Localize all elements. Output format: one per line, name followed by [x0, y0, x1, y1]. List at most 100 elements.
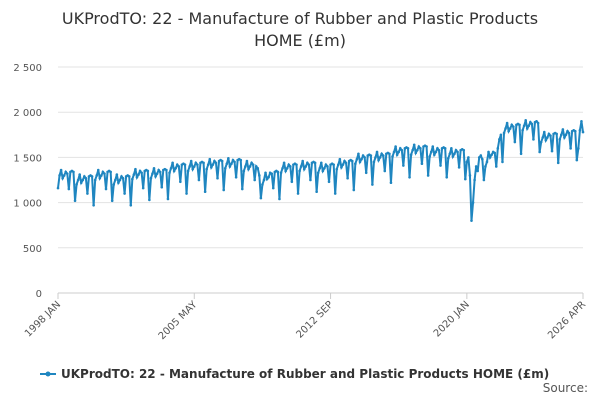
point	[148, 198, 151, 202]
point	[72, 170, 75, 174]
point	[155, 172, 159, 175]
point	[457, 166, 461, 169]
point	[318, 166, 322, 170]
point	[409, 153, 413, 156]
point	[364, 171, 368, 175]
point	[223, 166, 227, 170]
series-line	[57, 119, 584, 221]
point	[535, 119, 538, 123]
point	[56, 186, 60, 190]
point	[439, 164, 442, 167]
point	[487, 150, 490, 154]
point	[344, 161, 348, 165]
point	[101, 170, 105, 174]
x-tick-label: 1998 JAN	[23, 299, 63, 339]
point	[530, 122, 534, 126]
point	[481, 157, 484, 161]
point	[270, 172, 274, 175]
point	[445, 175, 449, 179]
point	[137, 173, 140, 176]
point	[456, 150, 459, 154]
point	[402, 164, 405, 167]
point	[476, 169, 479, 173]
point	[560, 133, 563, 137]
point	[542, 130, 546, 134]
point	[415, 148, 419, 152]
point	[380, 152, 383, 156]
point	[168, 171, 171, 175]
point	[244, 165, 247, 168]
point	[202, 161, 205, 165]
point	[175, 163, 179, 166]
point	[333, 192, 337, 195]
point	[473, 178, 476, 182]
point	[84, 176, 88, 180]
point	[304, 165, 308, 168]
point	[477, 156, 481, 159]
point	[429, 150, 433, 154]
point	[547, 132, 551, 136]
point	[79, 181, 83, 185]
point	[234, 175, 238, 179]
point	[208, 157, 212, 161]
point	[352, 188, 356, 192]
point	[216, 176, 219, 180]
point	[296, 192, 300, 195]
point	[426, 174, 430, 177]
point	[462, 148, 466, 152]
chart-title-line: UKProdTO: 22 - Manufacture of Rubber and…	[62, 9, 538, 28]
point	[324, 163, 328, 166]
point	[146, 169, 150, 173]
point	[448, 152, 452, 156]
point	[549, 134, 552, 138]
point	[428, 155, 431, 158]
point	[369, 154, 373, 157]
point	[138, 169, 142, 173]
point	[174, 166, 177, 170]
point	[512, 125, 515, 128]
point	[203, 190, 207, 194]
point	[228, 165, 232, 168]
point	[508, 127, 512, 130]
point	[501, 160, 504, 164]
point	[496, 147, 500, 150]
point	[499, 133, 503, 137]
point	[465, 160, 469, 164]
point	[157, 168, 160, 172]
point	[213, 159, 216, 163]
point	[123, 192, 126, 195]
point	[290, 180, 294, 184]
point	[561, 128, 565, 131]
point	[117, 181, 120, 185]
point	[326, 165, 329, 168]
point	[479, 154, 483, 157]
point	[406, 147, 410, 150]
point	[64, 170, 68, 174]
point	[118, 178, 122, 182]
point	[172, 169, 176, 173]
point	[510, 123, 514, 127]
chart-title-line: HOME (£m)	[254, 31, 346, 50]
point	[166, 197, 170, 201]
point	[577, 147, 580, 150]
point	[521, 128, 524, 132]
point	[556, 161, 560, 165]
point	[231, 158, 235, 162]
point	[381, 154, 385, 157]
point	[392, 150, 396, 154]
point	[306, 161, 309, 165]
point	[340, 166, 343, 169]
point	[183, 163, 187, 166]
y-tick-label: 0	[36, 289, 42, 300]
point	[490, 153, 493, 156]
point	[76, 178, 80, 182]
point	[114, 178, 117, 182]
point	[332, 163, 335, 166]
point	[482, 178, 486, 182]
point	[337, 163, 340, 166]
point	[92, 204, 95, 207]
point	[112, 183, 116, 186]
point	[443, 147, 447, 150]
point	[287, 163, 291, 166]
point	[127, 175, 131, 178]
